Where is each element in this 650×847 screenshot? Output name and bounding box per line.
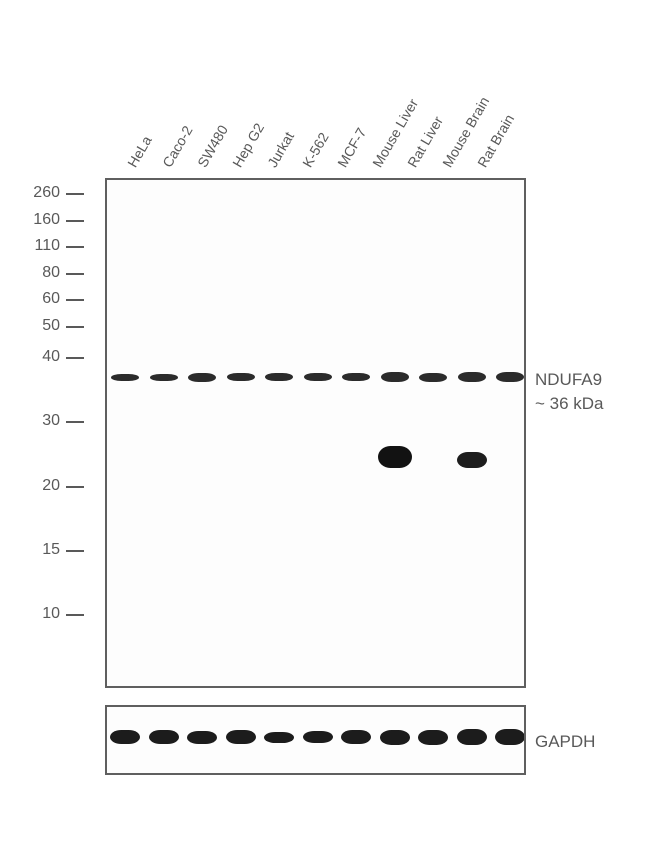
mw-marker-label: 30 — [18, 412, 60, 430]
mw-marker-label: 15 — [18, 541, 60, 559]
mw-marker-tick — [66, 550, 84, 552]
blot-panel-ndufa9 — [105, 178, 526, 688]
mw-marker-tick — [66, 273, 84, 275]
sample-label: HeLa — [124, 133, 155, 170]
mw-marker-label: 50 — [18, 317, 60, 335]
band-gapdh — [110, 730, 140, 744]
mw-marker-tick — [66, 614, 84, 616]
mw-marker-tick — [66, 357, 84, 359]
sample-label: K-562 — [299, 130, 332, 170]
band-extra — [457, 452, 487, 468]
band-gapdh — [341, 730, 371, 744]
band-gapdh — [495, 729, 525, 745]
mw-marker-label: 160 — [18, 211, 60, 229]
band-extra — [378, 446, 412, 468]
band-gapdh — [380, 730, 410, 745]
band-gapdh — [187, 731, 217, 744]
band-gapdh — [457, 729, 487, 745]
sample-labels-row: HeLaCaco-2SW480Hep G2JurkatK-562MCF-7Mou… — [120, 20, 520, 170]
sample-label: Caco-2 — [159, 123, 195, 170]
band-ndufa9 — [227, 373, 255, 381]
band-ndufa9 — [496, 372, 524, 382]
mw-marker-tick — [66, 486, 84, 488]
sample-label: Jurkat — [264, 129, 297, 170]
band-ndufa9 — [419, 373, 447, 382]
mw-marker-label: 40 — [18, 348, 60, 366]
mw-marker-label: 260 — [18, 184, 60, 202]
sample-label: Hep G2 — [229, 120, 267, 170]
mw-marker-tick — [66, 299, 84, 301]
band-ndufa9 — [111, 374, 139, 381]
mw-marker-label: 60 — [18, 290, 60, 308]
band-gapdh — [226, 730, 256, 744]
western-blot-figure: HeLaCaco-2SW480Hep G2JurkatK-562MCF-7Mou… — [0, 0, 650, 847]
target-label-line1: NDUFA9 — [535, 370, 602, 390]
mw-marker-tick — [66, 326, 84, 328]
band-gapdh — [303, 731, 333, 743]
band-gapdh — [418, 730, 448, 745]
band-ndufa9 — [150, 374, 178, 381]
mw-marker-tick — [66, 421, 84, 423]
band-ndufa9 — [458, 372, 486, 382]
band-gapdh — [149, 730, 179, 744]
sample-label: SW480 — [194, 122, 231, 170]
mw-marker-label: 80 — [18, 264, 60, 282]
target-label-line2: ~ 36 kDa — [535, 394, 604, 414]
band-ndufa9 — [304, 373, 332, 381]
sample-label: MCF-7 — [334, 125, 369, 170]
mw-marker-label: 20 — [18, 477, 60, 495]
loading-control-label: GAPDH — [535, 732, 595, 752]
blot-panel-gapdh — [105, 705, 526, 775]
band-ndufa9 — [188, 373, 216, 382]
band-ndufa9 — [342, 373, 370, 381]
mw-marker-label: 110 — [18, 237, 60, 255]
mw-marker-tick — [66, 220, 84, 222]
band-gapdh — [264, 732, 294, 743]
band-ndufa9 — [265, 373, 293, 381]
band-ndufa9 — [381, 372, 409, 382]
mw-marker-label: 10 — [18, 605, 60, 623]
mw-marker-tick — [66, 246, 84, 248]
mw-marker-tick — [66, 193, 84, 195]
